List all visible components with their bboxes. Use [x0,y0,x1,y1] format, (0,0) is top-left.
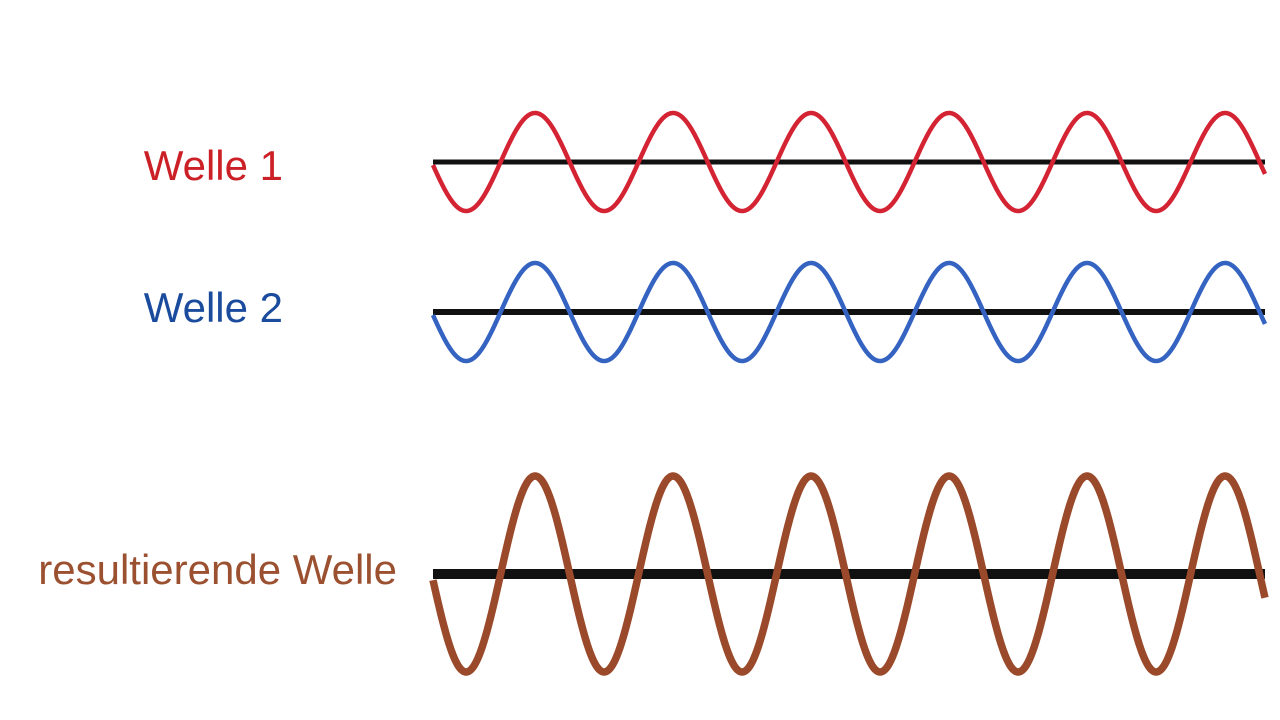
wave-2-curve [430,260,1268,364]
wave-1-label: Welle 1 [143,142,283,189]
wave-2-plot [430,260,1268,364]
wave-1-plot [430,110,1268,214]
resultant-wave-label: resultierende Welle [38,546,397,593]
resultant-wave-plot [429,472,1269,676]
wave-1-curve [430,110,1268,214]
resultant-wave-curve [429,472,1269,676]
wave-2-label: Welle 2 [143,284,283,331]
